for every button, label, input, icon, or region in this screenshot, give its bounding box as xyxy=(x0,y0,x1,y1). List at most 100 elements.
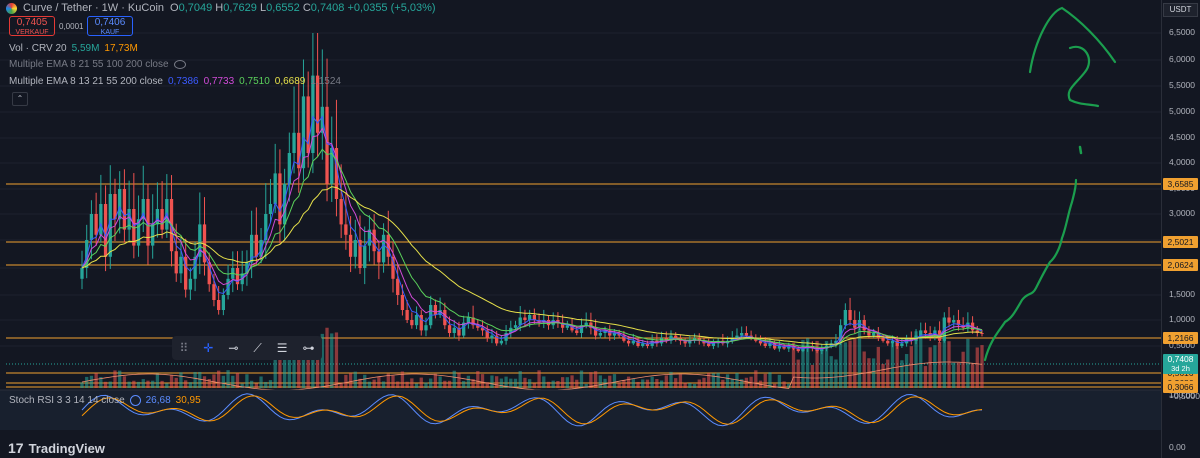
candle-body xyxy=(669,335,673,341)
tradingview-logo[interactable]: 17 TradingView xyxy=(8,440,105,456)
candle-body xyxy=(198,224,202,257)
crosshair-icon[interactable]: ✛ xyxy=(203,341,214,355)
candle-body xyxy=(254,234,258,257)
volume-bar xyxy=(735,372,739,388)
candle-body xyxy=(485,330,489,339)
volume-bar xyxy=(810,364,815,388)
currency-selector[interactable]: USDT xyxy=(1163,3,1198,17)
level-price-tag[interactable]: 2,5021 xyxy=(1163,236,1198,248)
axis-tick-label: 1,5000 xyxy=(1169,289,1195,299)
candle-body xyxy=(85,240,89,268)
tradingview-logo-icon: 17 xyxy=(8,440,24,456)
candle-body xyxy=(99,204,103,235)
volume-bar xyxy=(721,379,725,388)
volume-indicator-legend[interactable]: Vol · CRV 20 5,59M 17,73M xyxy=(9,43,138,54)
level-price-tag[interactable]: 1,2166 xyxy=(1163,332,1198,344)
volume-ma-line xyxy=(81,361,983,391)
volume-bar xyxy=(405,381,409,388)
volume-bar xyxy=(787,383,791,388)
candle-body xyxy=(631,340,635,344)
trend-line-icon[interactable]: ⟋ xyxy=(253,340,262,355)
candle-body xyxy=(259,240,263,257)
volume-bar xyxy=(904,354,909,388)
candle-body xyxy=(744,333,749,336)
volume-bar xyxy=(217,370,221,388)
symbol-title[interactable]: Curve / Tether · 1W · KuCoin xyxy=(23,2,165,14)
candle-body xyxy=(94,214,98,235)
volume-bar xyxy=(249,380,254,388)
drawing-projection xyxy=(983,178,1078,362)
stoch-rsi-legend[interactable]: Stoch RSI 3 3 14 14 close 26,68 30,95 xyxy=(9,395,201,406)
axis-tick-label: 6,5000 xyxy=(1169,27,1195,37)
volume-bar xyxy=(683,382,687,388)
volume-bar xyxy=(212,374,216,388)
volume-bar xyxy=(334,332,339,388)
level-price-tag[interactable]: 3,6585 xyxy=(1163,178,1198,190)
volume-bar xyxy=(853,337,857,388)
candle-body xyxy=(641,343,645,346)
rsi-settings-icon[interactable] xyxy=(129,395,141,406)
axis-tick-label: 6,0000 xyxy=(1169,54,1195,64)
volume-bar xyxy=(353,371,357,388)
candle-body xyxy=(527,315,532,320)
volume-bar xyxy=(806,338,810,388)
volume-bar xyxy=(160,380,164,388)
axis-tick-label: 0,5000 xyxy=(1169,340,1195,350)
volume-bar xyxy=(99,377,103,388)
volume-bar xyxy=(320,333,324,388)
sell-button[interactable]: 0,7405 VERKAUF xyxy=(9,16,55,36)
axis-tick-label: 4,5000 xyxy=(1169,132,1195,142)
axis-tick-label: 5,5000 xyxy=(1169,80,1195,90)
spread-value: 0,0001 xyxy=(59,21,84,31)
candle-body xyxy=(372,229,376,252)
candle-body xyxy=(301,96,306,169)
ema1-indicator-legend[interactable]: Multiple EMA 8 21 55 100 200 close xyxy=(9,59,186,70)
volume-bar xyxy=(645,379,650,388)
candle-body xyxy=(297,132,301,169)
symbol-icon xyxy=(6,2,17,14)
volume-bar xyxy=(669,371,673,388)
candle-body xyxy=(702,340,706,344)
candle-body xyxy=(447,325,452,333)
volume-bar xyxy=(89,375,94,388)
volume-bar xyxy=(942,332,946,388)
volume-bar xyxy=(820,349,824,388)
horizontal-line-icon[interactable]: ⊶ xyxy=(302,341,315,355)
volume-bar xyxy=(631,379,635,388)
level-price-tag[interactable]: 2,0624 xyxy=(1163,259,1198,271)
candle-body xyxy=(636,340,640,346)
volume-bar xyxy=(94,373,98,388)
eye-icon[interactable] xyxy=(173,60,186,69)
candle-body xyxy=(579,325,584,333)
volume-bar xyxy=(287,353,291,388)
buy-button[interactable]: 0,7406 KAUF xyxy=(87,16,133,36)
volume-bar xyxy=(202,376,207,388)
volume-bar xyxy=(970,363,975,388)
volume-bar xyxy=(136,381,141,388)
volume-bar xyxy=(579,370,584,388)
candle-body xyxy=(815,348,819,352)
fib-icon[interactable]: ☰ xyxy=(276,341,288,355)
candle-body xyxy=(358,240,362,268)
volume-bar xyxy=(650,376,654,388)
volume-bar xyxy=(315,350,320,388)
volume-bar xyxy=(980,345,984,388)
candle-body xyxy=(603,330,607,333)
horizontal-ray-icon[interactable]: ⊸ xyxy=(228,341,239,355)
volume-bar xyxy=(132,380,136,388)
volume-bar xyxy=(424,382,428,388)
candle-body xyxy=(834,340,838,344)
drag-handle-icon[interactable]: ⠿ xyxy=(179,341,189,355)
candle-body xyxy=(381,234,386,263)
volume-bar xyxy=(593,371,598,388)
volume-bar xyxy=(725,374,730,388)
collapse-legend-button[interactable]: ⌃ xyxy=(12,92,28,106)
volume-bar xyxy=(480,374,485,388)
candle-body xyxy=(108,194,112,257)
volume-bar xyxy=(103,381,108,388)
ema2-indicator-legend[interactable]: Multiple EMA 8 13 21 55 200 close 0,7386… xyxy=(9,76,341,87)
rsi-tick-label: 0,00 xyxy=(1169,442,1186,452)
level-price-tag[interactable]: 0,3066 xyxy=(1163,381,1198,393)
candle-body xyxy=(645,343,650,346)
